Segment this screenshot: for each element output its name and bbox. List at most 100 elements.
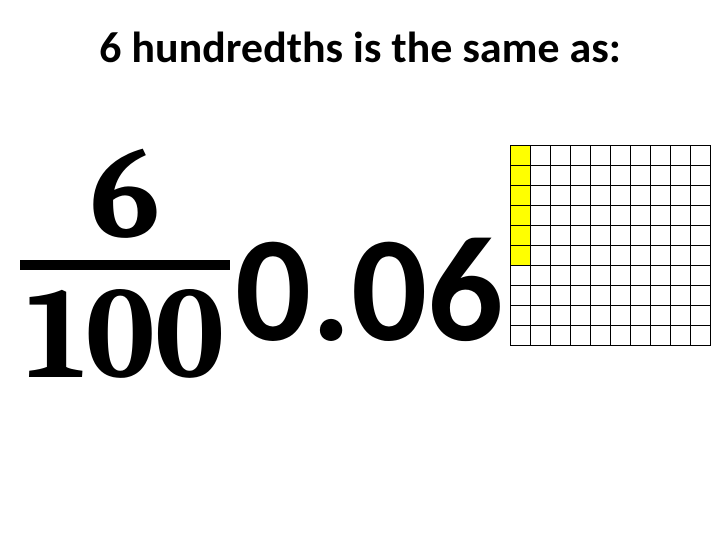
grid-cell	[651, 206, 671, 226]
grid-cell	[511, 306, 531, 326]
grid-cell	[691, 146, 711, 166]
grid-cell	[611, 186, 631, 206]
grid-cell	[651, 166, 671, 186]
grid-cell	[531, 306, 551, 326]
grid-cell	[651, 306, 671, 326]
grid-cell	[571, 326, 591, 346]
grid-cell	[611, 166, 631, 186]
grid-cell	[671, 146, 691, 166]
grid-cell	[551, 246, 571, 266]
grid-cell	[611, 146, 631, 166]
grid-cell	[651, 246, 671, 266]
grid-cell	[671, 206, 691, 226]
grid-cell	[571, 186, 591, 206]
grid-cell	[511, 146, 531, 166]
grid-cell	[551, 326, 571, 346]
grid-cell	[631, 146, 651, 166]
grid-cell	[691, 206, 711, 226]
grid-cell	[671, 226, 691, 246]
slide: 6 hundredths is the same as: 6 100 0.06	[0, 0, 720, 540]
grid-cell	[671, 306, 691, 326]
grid-cell	[591, 226, 611, 246]
grid-cell	[691, 186, 711, 206]
grid-cell	[611, 266, 631, 286]
grid-cell	[571, 246, 591, 266]
grid-cell	[591, 166, 611, 186]
grid-cell	[511, 206, 531, 226]
grid-cell	[551, 146, 571, 166]
grid-cell	[551, 206, 571, 226]
grid-cell	[631, 326, 651, 346]
grid-cell	[551, 186, 571, 206]
grid-cell	[631, 266, 651, 286]
grid-cell	[591, 146, 611, 166]
grid-cell	[671, 326, 691, 346]
grid-cell	[611, 306, 631, 326]
grid-cell	[651, 146, 671, 166]
grid-cell	[531, 326, 551, 346]
grid-cell	[691, 226, 711, 246]
grid-cell	[511, 326, 531, 346]
decimal-value: 0.06	[235, 215, 503, 365]
grid-cell	[591, 206, 611, 226]
grid-cell	[651, 266, 671, 286]
grid-cell	[511, 166, 531, 186]
grid-cell	[631, 166, 651, 186]
grid-cell	[631, 286, 651, 306]
grid-cell	[511, 186, 531, 206]
grid-cell	[531, 166, 551, 186]
grid-cell	[571, 166, 591, 186]
grid-cell	[591, 306, 611, 326]
grid-cell	[511, 246, 531, 266]
grid-cell	[671, 186, 691, 206]
grid-cell	[571, 206, 591, 226]
grid-cell	[671, 246, 691, 266]
fraction-denominator: 100	[20, 270, 230, 400]
grid-cell	[591, 186, 611, 206]
grid-cell	[651, 186, 671, 206]
grid-cell	[531, 186, 551, 206]
grid-cell	[571, 146, 591, 166]
grid-cell	[651, 326, 671, 346]
grid-cell	[531, 226, 551, 246]
grid-cell	[631, 206, 651, 226]
grid-cell	[591, 286, 611, 306]
grid-cell	[631, 226, 651, 246]
grid-cell	[631, 246, 651, 266]
grid-cell	[591, 326, 611, 346]
grid-cell	[691, 326, 711, 346]
fraction-numerator: 6	[84, 130, 166, 260]
grid-cell	[651, 226, 671, 246]
grid-cell	[651, 286, 671, 306]
grid-cell	[571, 226, 591, 246]
grid-cell	[511, 226, 531, 246]
grid-cell	[531, 266, 551, 286]
grid-cell	[691, 266, 711, 286]
grid-cell	[611, 246, 631, 266]
title-text: 6 hundredths is the same as:	[0, 20, 720, 74]
grid-cell	[511, 286, 531, 306]
grid-cell	[511, 266, 531, 286]
grid-cell	[571, 286, 591, 306]
grid-cell	[551, 166, 571, 186]
grid-cell	[631, 306, 651, 326]
grid-cell	[551, 306, 571, 326]
grid-cell	[631, 186, 651, 206]
fraction: 6 100	[20, 130, 230, 400]
grid-cell	[611, 326, 631, 346]
grid-cell	[571, 306, 591, 326]
grid-cell	[611, 286, 631, 306]
grid-cell	[551, 266, 571, 286]
grid-cell	[551, 286, 571, 306]
grid-cell	[671, 266, 691, 286]
grid-cell	[551, 226, 571, 246]
grid-cell	[591, 246, 611, 266]
grid-cell	[691, 286, 711, 306]
grid-cell	[571, 266, 591, 286]
grid-cell	[531, 206, 551, 226]
grid-cell	[671, 166, 691, 186]
grid-cell	[691, 166, 711, 186]
grid-cell	[531, 286, 551, 306]
grid-cell	[691, 246, 711, 266]
grid-cell	[611, 206, 631, 226]
